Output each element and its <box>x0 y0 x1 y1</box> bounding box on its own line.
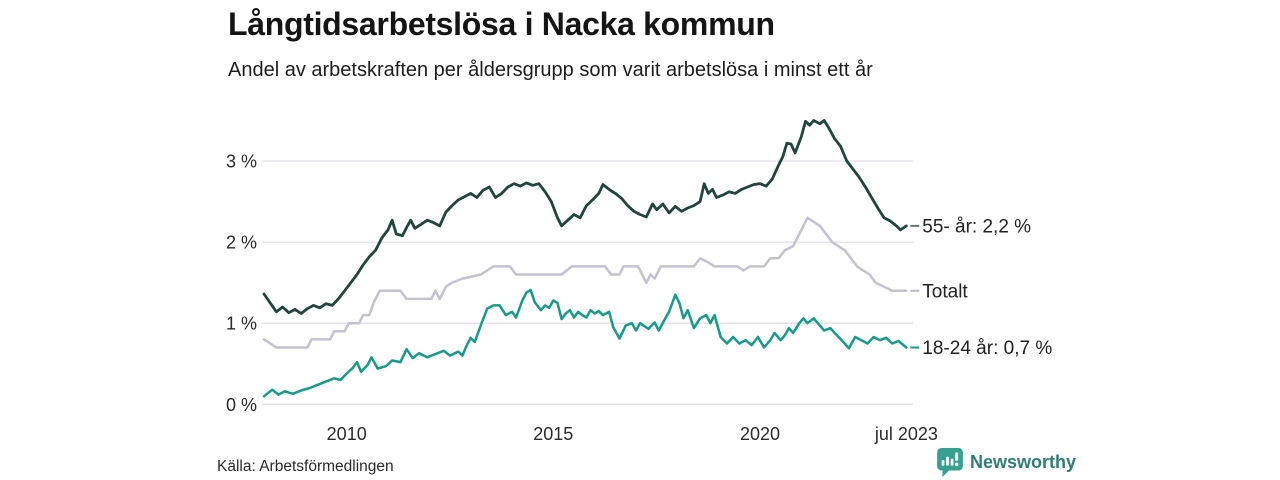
x-tick-label: 2020 <box>740 424 780 444</box>
x-tick-label: jul 2023 <box>874 424 938 444</box>
series-label-18-24-ar: 18-24 år: 0,7 % <box>922 338 1052 359</box>
chart-title: Långtidsarbetslösa i Nacka kommun <box>228 6 775 42</box>
y-tick-label: 0 % <box>226 395 257 415</box>
series-line-18-24-ar <box>262 288 908 398</box>
series-label-55-ar: 55- år: 2,2 % <box>922 216 1031 237</box>
series-line-55-ar <box>262 119 908 315</box>
speech-bubble-bar-chart-icon <box>937 448 963 477</box>
newsworthy-logo: Newsworthy <box>937 448 1076 477</box>
x-tick-label: 2010 <box>327 424 367 444</box>
y-tick-label: 1 % <box>226 314 257 334</box>
newsworthy-logo-text: Newsworthy <box>970 452 1077 472</box>
y-tick-label: 2 % <box>226 233 257 253</box>
x-tick-label: 2015 <box>533 424 573 444</box>
chart-subtitle: Andel av arbetskraften per åldersgrupp s… <box>228 59 873 81</box>
source-note: Källa: Arbetsförmedlingen <box>217 458 394 475</box>
series-label-totalt: Totalt <box>922 281 968 302</box>
series-line-totalt <box>262 216 908 349</box>
y-tick-label: 3 % <box>226 152 257 172</box>
